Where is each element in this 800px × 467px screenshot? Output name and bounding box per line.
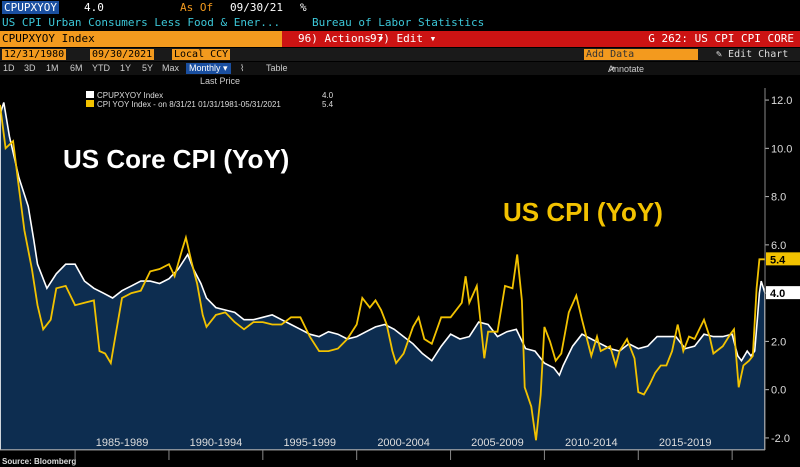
index-field[interactable]: CPUPXYOY Index — [0, 31, 282, 47]
headline-cpi-line — [0, 104, 765, 441]
as-of-label: As Of — [180, 1, 214, 14]
legend-swatch-core — [86, 91, 94, 98]
header-row-ticker: CPUPXYOY 4.0 As Of 09/30/21 % — [0, 0, 800, 14]
percent-symbol: % — [300, 1, 307, 14]
period-1d[interactable]: 1D — [3, 63, 15, 73]
legend-value-core: 4.0 — [322, 91, 334, 100]
edit-chart-label: Edit Chart — [728, 49, 789, 60]
legend-swatch-headline — [86, 100, 94, 107]
x-tick-label: 1995-1999 — [283, 437, 336, 449]
header-row-dates: 12/31/1980 09/30/2021 Local CCY Add Data… — [0, 48, 800, 61]
period-toolbar: 1D 3D 1M 6M YTD 1Y 5Y Max Monthly ▾ ⌇ Ta… — [0, 62, 800, 75]
series-description: US CPI Urban Consumers Less Food & Ener.… — [2, 16, 281, 29]
header-row-actions: CPUPXYOY Index 96) Actions ▾ 97) Edit ▾ … — [0, 31, 800, 47]
header-row-description: US CPI Urban Consumers Less Food & Ener.… — [0, 15, 800, 29]
frequency-select[interactable]: Monthly ▾ — [186, 63, 231, 74]
headline-cpi-title: US CPI (YoY) — [503, 197, 663, 227]
headline-last-badge — [766, 252, 800, 266]
x-tick-label: 2010-2014 — [565, 437, 618, 449]
pencil-icon: ✎ — [716, 49, 729, 60]
core-last-label: 4.0 — [770, 288, 785, 300]
legend-item-core: CPUPXYOY Index — [97, 91, 163, 100]
x-axis-ticks: 1985-1989 1990-1994 1995-1999 2000-2004 2005… — [0, 437, 765, 460]
x-tick-label: 2005-2009 — [471, 437, 524, 449]
chart-id: G 262: US CPI CPI CORE — [648, 32, 794, 45]
last-value: 4.0 — [84, 1, 104, 14]
y-tick-label: 2.0 — [771, 336, 786, 348]
x-tick-label: 2015-2019 — [659, 437, 712, 449]
line-chart-icon[interactable]: ⌇ — [240, 63, 245, 73]
y-tick-label: 10.0 — [771, 143, 792, 155]
legend-header-row: Last Price — [0, 76, 800, 88]
legend-item-headline: CPI YOY Index - on 8/31/21 01/31/1981-05… — [97, 100, 281, 109]
period-5y[interactable]: 5Y — [142, 63, 154, 73]
legend-value-headline: 5.4 — [322, 100, 334, 109]
x-tick-label: 1990-1994 — [190, 437, 243, 449]
table-button[interactable]: Table — [266, 63, 288, 73]
add-data-field[interactable]: Add Data — [584, 49, 698, 60]
source-note: Source: Bloomberg — [2, 457, 76, 466]
as-of-date: 09/30/21 — [230, 1, 283, 14]
period-max[interactable]: Max — [162, 63, 180, 73]
legend: CPUPXYOY Index 4.0 CPI YOY Index - on 8/… — [86, 91, 334, 109]
source-agency: Bureau of Labor Statistics — [312, 16, 485, 29]
x-tick-label: 2000-2004 — [377, 437, 430, 449]
actions-menu[interactable]: 96) Actions ▾ — [298, 32, 385, 45]
core-cpi-title: US Core CPI (YoY) — [63, 144, 289, 174]
period-1y[interactable]: 1Y — [120, 63, 132, 73]
y-tick-label: 12.0 — [771, 95, 792, 107]
y-tick-label: 8.0 — [771, 192, 786, 204]
y-tick-label: -2.0 — [771, 433, 790, 445]
core-last-badge — [766, 286, 800, 300]
annotate-label: Annotate — [608, 64, 645, 74]
edit-chart-button[interactable]: ✎ Edit Chart — [716, 49, 788, 60]
edit-menu[interactable]: 97) Edit ▾ — [370, 32, 437, 45]
y-tick-label: 0.0 — [771, 385, 786, 397]
currency-field[interactable]: Local CCY — [172, 49, 231, 60]
legend-header: Last Price — [200, 76, 241, 86]
headline-last-label: 5.4 — [770, 254, 786, 266]
cpi-chart: -2.0 0.0 2.0 4.0 6.0 8.0 10.0 12.0 1985-1989 199… — [0, 88, 800, 467]
x-tick-label: 1985-1989 — [96, 437, 149, 449]
period-ytd[interactable]: YTD — [92, 63, 110, 73]
period-6m[interactable]: 6M — [70, 63, 83, 73]
start-date-field[interactable]: 12/31/1980 — [2, 49, 67, 60]
last-value-badges: 5.4 4.0 — [766, 252, 800, 300]
period-1m[interactable]: 1M — [46, 63, 59, 73]
period-3d[interactable]: 3D — [24, 63, 36, 73]
annotate-icon: ↗ — [608, 64, 616, 74]
ticker-field[interactable]: CPUPXYOY — [2, 1, 59, 14]
y-tick-label: 6.0 — [771, 240, 786, 252]
end-date-field[interactable]: 09/30/2021 — [90, 49, 155, 60]
